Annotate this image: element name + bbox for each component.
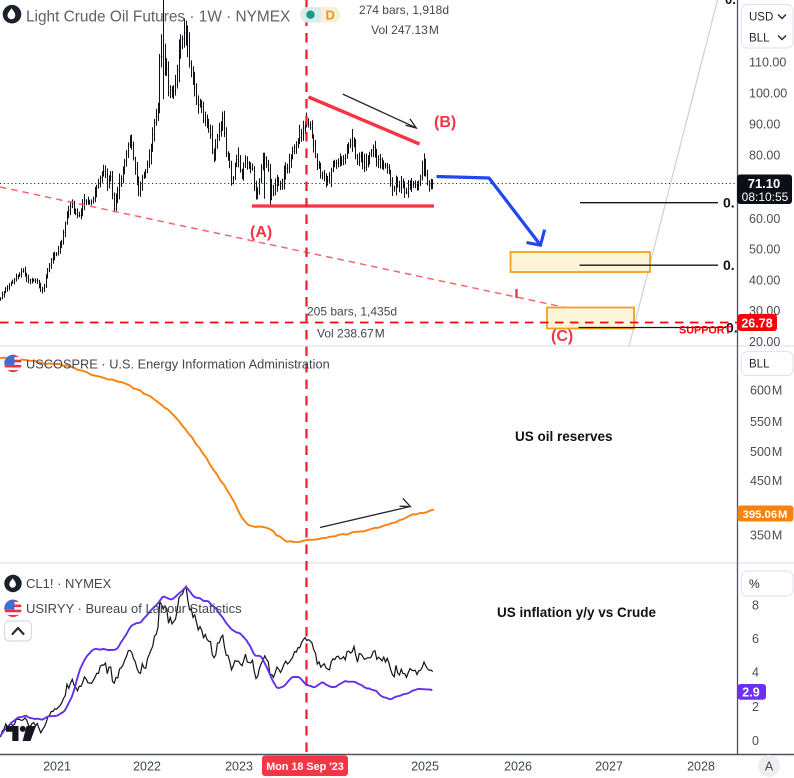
svg-text:274 bars, 1,918d: 274 bars, 1,918d	[359, 3, 449, 17]
svg-text:205 bars, 1,435d: 205 bars, 1,435d	[307, 305, 397, 319]
svg-text:80.00: 80.00	[749, 148, 780, 162]
svg-text:20.00: 20.00	[749, 335, 780, 349]
svg-text:Light Crude Oil Futures · 1W ·: Light Crude Oil Futures · 1W · NYMEX	[26, 8, 290, 25]
svg-text:110.00: 110.00	[749, 56, 786, 70]
svg-text:2: 2	[752, 700, 759, 714]
svg-text:(A): (A)	[250, 224, 272, 241]
svg-text:Mon 18 Sep '23: Mon 18 Sep '23	[266, 761, 344, 773]
svg-text:2022: 2022	[133, 760, 161, 774]
svg-text:550 M: 550 M	[750, 415, 782, 429]
svg-text:2023: 2023	[225, 760, 253, 774]
svg-text:90.00: 90.00	[749, 117, 780, 131]
svg-text:Vol 247.13 M: Vol 247.13 M	[371, 23, 439, 37]
svg-text:(C): (C)	[551, 328, 573, 345]
svg-text:500 M: 500 M	[750, 445, 782, 459]
svg-text:2027: 2027	[595, 760, 623, 774]
svg-text:100.00: 100.00	[749, 87, 787, 101]
svg-text:US oil reserves: US oil reserves	[515, 429, 613, 444]
svg-text:0.: 0.	[723, 257, 735, 273]
svg-text:6: 6	[752, 632, 759, 646]
svg-text:08:10:55: 08:10:55	[742, 190, 789, 204]
svg-text:2028: 2028	[687, 760, 715, 774]
svg-text:BLL: BLL	[749, 359, 770, 371]
svg-text:BLL: BLL	[749, 33, 770, 45]
svg-text:71.10: 71.10	[748, 176, 781, 191]
svg-text:2.9: 2.9	[742, 685, 759, 699]
svg-text:CL1! · NYMEX: CL1! · NYMEX	[26, 576, 112, 591]
svg-text:SUPPORT: SUPPORT	[679, 325, 732, 337]
svg-text:US inflation y/y vs Crude: US inflation y/y vs Crude	[497, 605, 657, 620]
svg-text:(B): (B)	[434, 114, 456, 131]
svg-text:50.00: 50.00	[749, 243, 780, 257]
svg-text:USCOSPRE · U.S. Energy Informa: USCOSPRE · U.S. Energy Information Admin…	[26, 357, 330, 372]
svg-text:60.00: 60.00	[749, 212, 780, 226]
svg-text:2025: 2025	[411, 760, 439, 774]
svg-text:A: A	[765, 760, 774, 774]
svg-text:D: D	[326, 8, 335, 23]
svg-text:2026: 2026	[504, 760, 532, 774]
svg-text:2021: 2021	[43, 760, 71, 774]
svg-text:0.: 0.	[723, 195, 735, 211]
svg-text:40.00: 40.00	[749, 274, 780, 288]
svg-text:0: 0	[752, 734, 759, 748]
svg-text:USIRYY · Bureau of Labour Stat: USIRYY · Bureau of Labour Statistics	[26, 601, 242, 616]
svg-text:4: 4	[752, 666, 759, 680]
svg-text:8: 8	[752, 598, 759, 612]
svg-text:0.: 0.	[726, 319, 738, 335]
svg-text:%: %	[749, 577, 760, 591]
svg-text:0.: 0.	[725, 0, 736, 7]
svg-text:395.06 M: 395.06 M	[743, 509, 788, 521]
svg-text:Vol 238.67 M: Vol 238.67 M	[317, 327, 385, 341]
svg-text:350 M: 350 M	[750, 528, 782, 542]
svg-text:26.78: 26.78	[741, 316, 772, 330]
svg-text:USD: USD	[749, 12, 773, 24]
svg-text:450 M: 450 M	[750, 474, 782, 488]
svg-text:600 M: 600 M	[750, 383, 782, 397]
